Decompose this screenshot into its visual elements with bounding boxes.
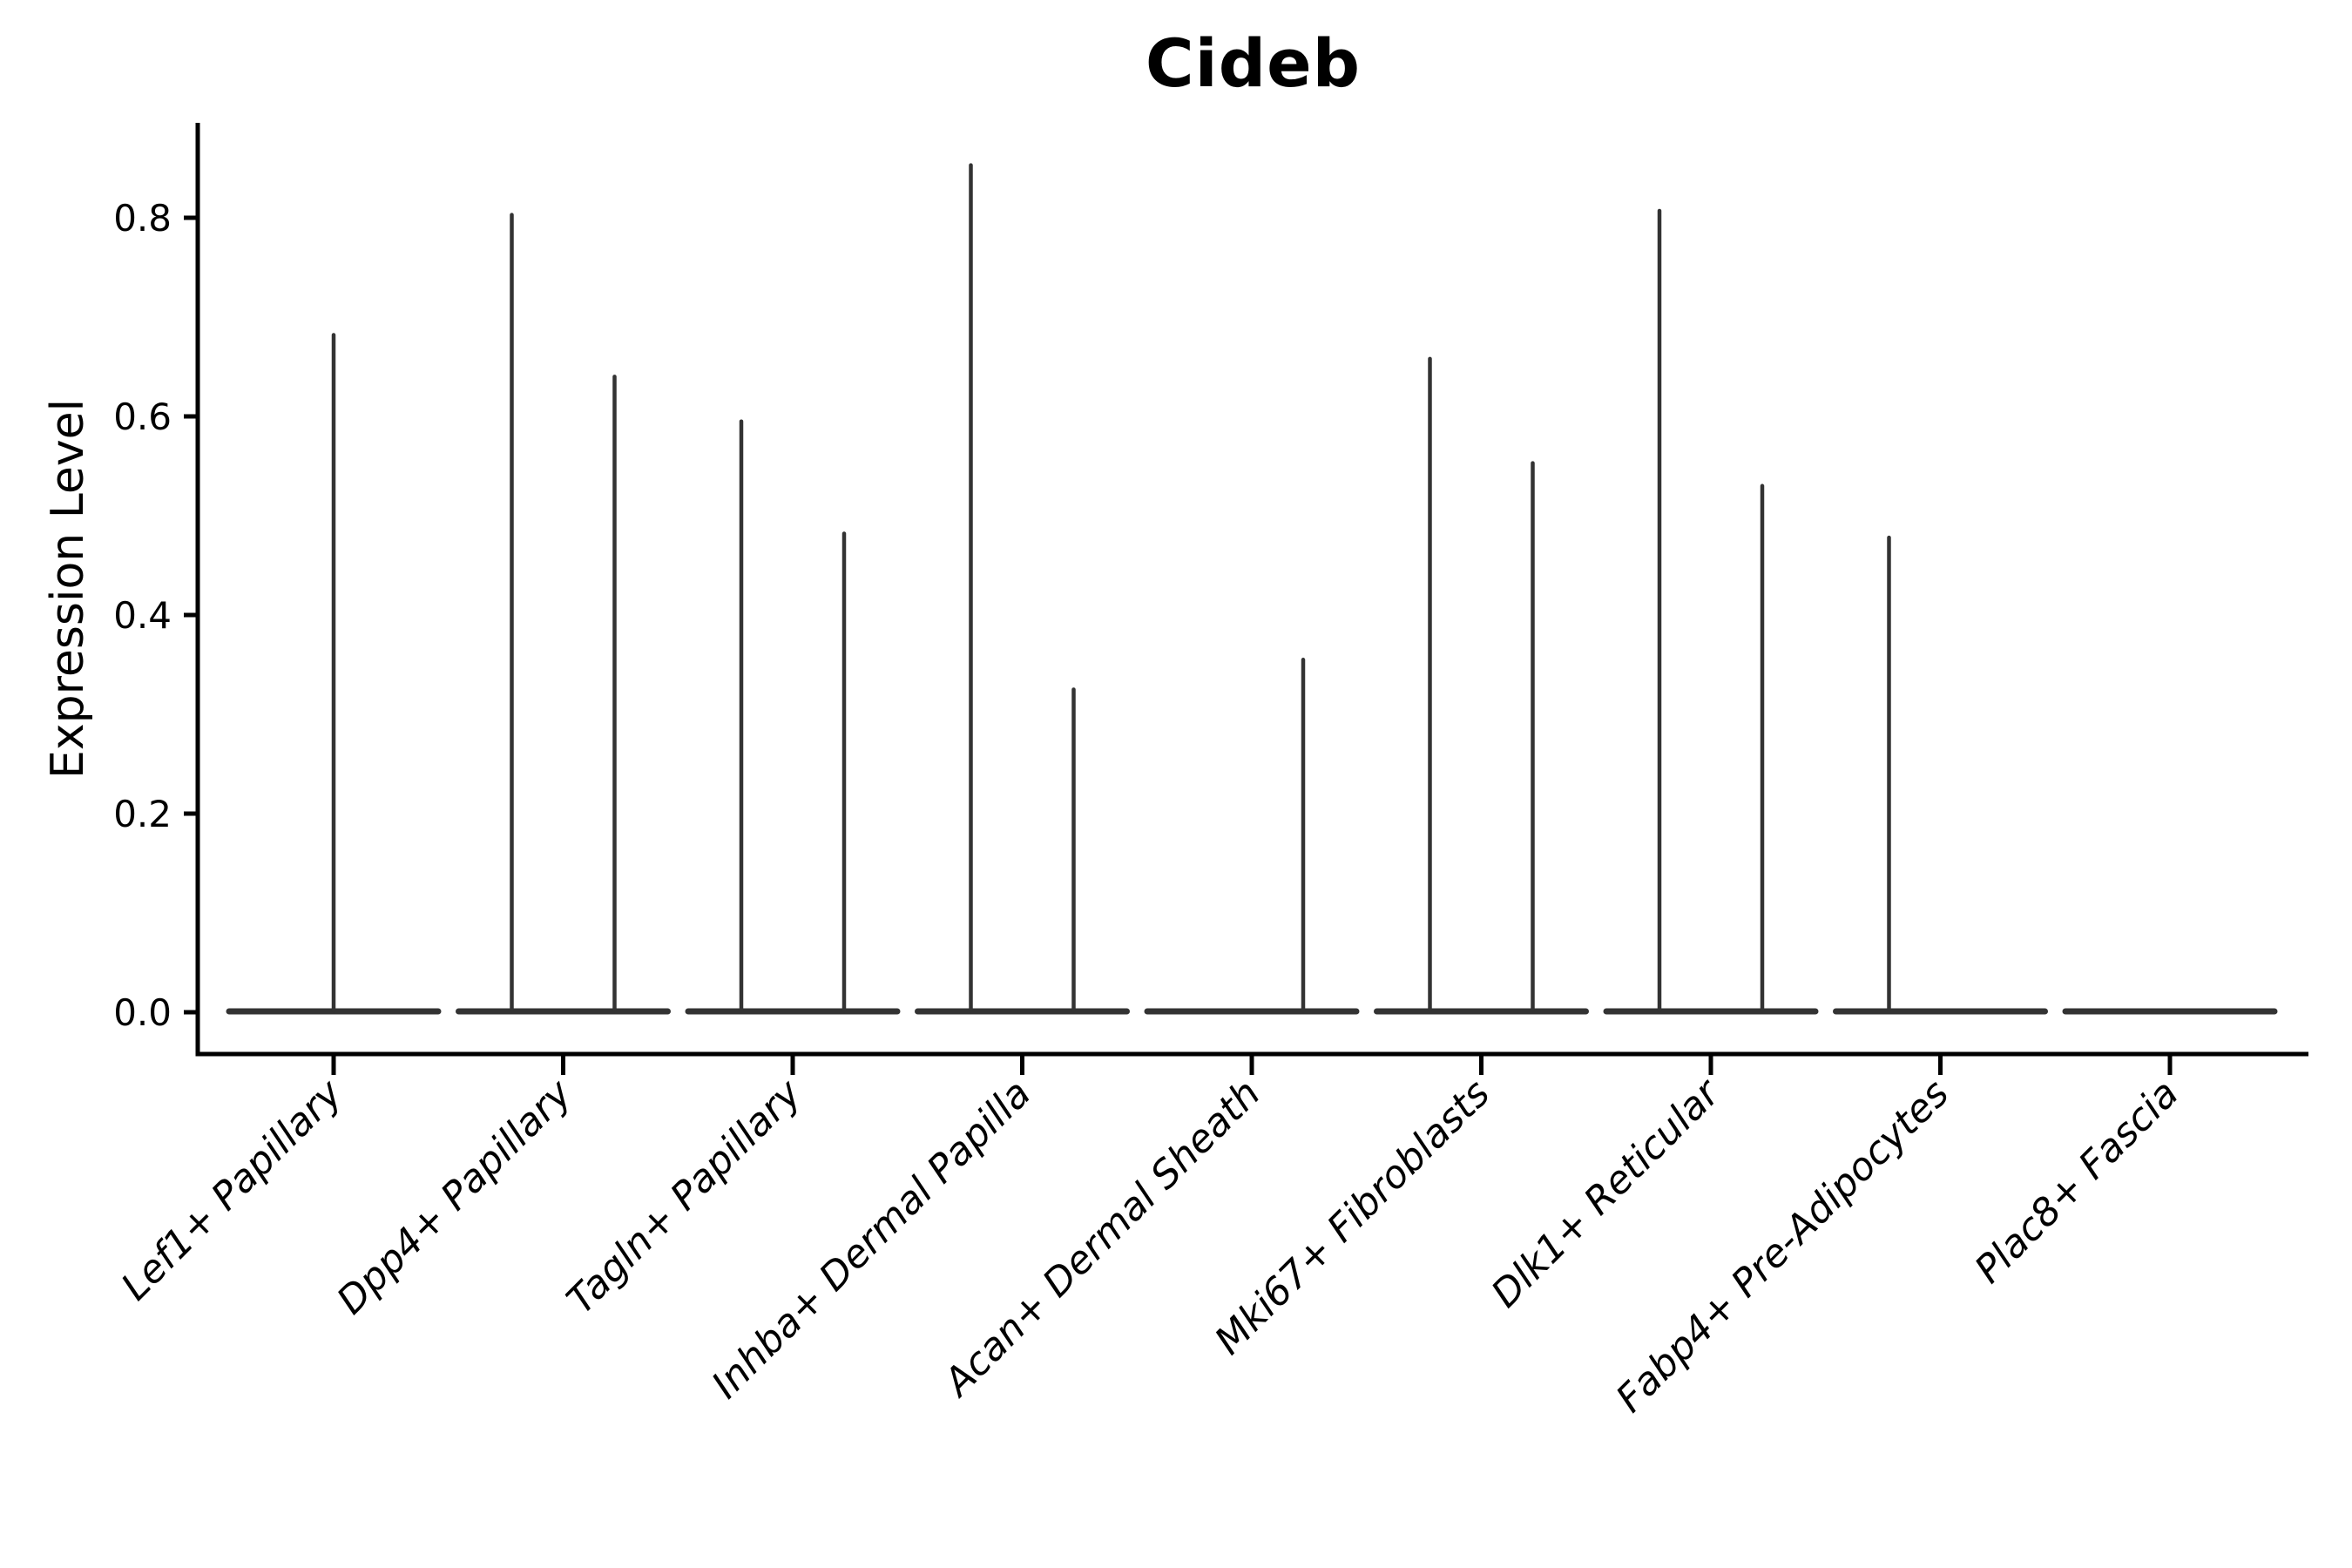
- x-category-label: Dpp4+ Papillary: [328, 1071, 581, 1323]
- x-category-label: Plac8+ Fascia: [1966, 1071, 2186, 1292]
- y-tick-label: 0.8: [113, 197, 172, 240]
- y-tick-label: 0.2: [113, 793, 172, 835]
- chart-title: Cideb: [1145, 24, 1362, 102]
- y-tick-label: 0.4: [113, 594, 172, 637]
- x-category-label: Lef1+ Papillary: [113, 1071, 352, 1309]
- x-category-label: Dlk1+ Reticular: [1483, 1070, 1729, 1316]
- x-category-label: Tagln+ Papillary: [558, 1071, 810, 1322]
- y-axis-label: Expression Level: [42, 398, 94, 780]
- y-tick-label: 0.6: [113, 395, 172, 438]
- y-tick-label: 0.0: [113, 991, 172, 1034]
